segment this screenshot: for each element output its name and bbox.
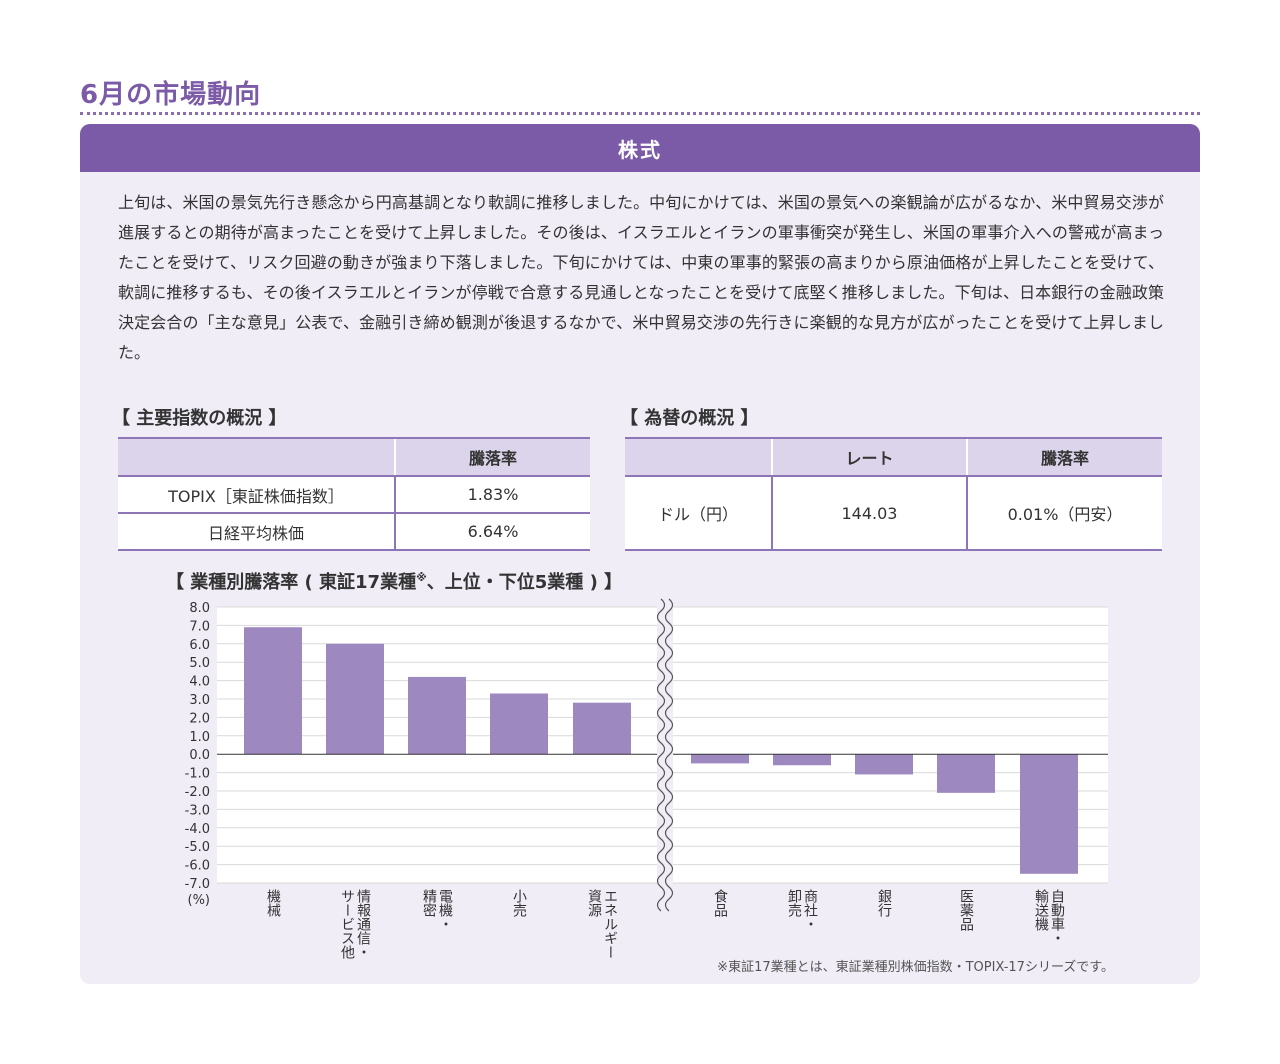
stocks-panel: 株式 上旬は、米国の景気先行き懸念から円高基調となり軟調に推移しました。中旬にか… (80, 124, 1200, 984)
y-tick-label: -1.0 (185, 767, 210, 782)
header-cell-change: 騰落率 (394, 437, 590, 477)
currency-name: ドル（円） (625, 476, 772, 551)
bar (1020, 754, 1078, 874)
indices-table: 騰落率 TOPIX［東証株価指数］ 1.83% 日経平均株価 6.64% (118, 437, 590, 551)
sector-return-chart: -7.0 -6.0 -5.0 -4.0 -3.0 -2.0 -1.0 0.0 1.0 2.0 3.0… (185, 598, 1108, 960)
currency-change: 0.01%（円安） (966, 476, 1162, 551)
y-tick-label: -4.0 (185, 822, 210, 837)
y-unit-label: (%) (188, 893, 211, 908)
x-tick-label: 電機・ (437, 889, 453, 931)
x-tick-label: 機械 (265, 889, 281, 917)
header-cell-rate: レート (771, 437, 967, 477)
bar (937, 754, 995, 793)
header-cell-blank (625, 437, 772, 477)
section-header: 株式 (80, 124, 1200, 172)
x-tick-label: 自動車・ (1049, 889, 1065, 945)
chart-title: 【 業種別騰落率 ( 東証17業種※、上位・下位5業種 ) 】 (166, 568, 622, 594)
x-tick-label: 小売 (511, 889, 527, 918)
chart-title-main: 【 業種別騰落率 ( 東証17業種 (166, 572, 417, 593)
header-cell-blank (118, 437, 395, 477)
index-change-nikkei: 6.64% (394, 513, 590, 551)
y-tick-label: 7.0 (189, 619, 210, 634)
bar (573, 702, 631, 755)
y-tick-label: 6.0 (189, 638, 210, 653)
y-tick-label: -3.0 (185, 803, 210, 818)
table-row: 日経平均株価 6.64% (118, 513, 590, 551)
header-cell-change: 騰落率 (966, 437, 1162, 477)
table-row: ドル（円） 144.03 0.01%（円安） (625, 476, 1162, 551)
axis-break-line (656, 598, 666, 912)
market-commentary: 上旬は、米国の景気先行き懸念から円高基調となり軟調に推移しました。中旬にかけては… (118, 193, 1164, 362)
indices-table-header: 騰落率 (118, 437, 590, 477)
y-tick-label: 1.0 (189, 730, 210, 745)
title-divider (80, 112, 1200, 115)
bar (244, 627, 302, 755)
bar (855, 754, 913, 775)
y-tick-label: 0.0 (189, 748, 210, 763)
x-tick-label: 輸送機 (1033, 889, 1049, 932)
bar (408, 676, 466, 755)
y-tick-label: 3.0 (189, 693, 210, 708)
x-tick-label: 医薬品 (958, 889, 974, 931)
y-tick-label: 8.0 (189, 601, 210, 616)
x-tick-label: 商社・ (802, 889, 818, 931)
index-name-topix: TOPIX［東証株価指数］ (118, 476, 395, 514)
page-title: 6月の市場動向 (80, 80, 262, 110)
axis-break-band (657, 599, 673, 893)
fx-table-title: 【 為替の概況 】 (620, 408, 759, 429)
x-tick-label: 食品 (712, 888, 728, 917)
x-tick-label: サービス他 (339, 889, 355, 960)
chart-title-mark: ※ (416, 571, 427, 584)
y-tick-label: -7.0 (185, 877, 210, 892)
y-tick-label: -6.0 (185, 859, 210, 874)
y-tick-label: -5.0 (185, 840, 210, 855)
chart-title-rest: 、上位・下位5業種 ) 】 (426, 572, 623, 593)
indices-table-title: 【 主要指数の概況 】 (112, 408, 287, 429)
y-tick-label: 5.0 (189, 656, 210, 671)
x-tick-label: エネルギー (602, 889, 618, 959)
x-tick-label: 情報通信・ (355, 889, 371, 959)
y-tick-label: -2.0 (185, 785, 210, 800)
footnote: ※東証17業種とは、東証業種別株価指数・TOPIX-17シリーズです。 (717, 960, 1114, 975)
x-tick-label: 資源 (586, 889, 602, 917)
bar (773, 754, 831, 766)
axis-break-line (664, 598, 674, 912)
fx-table-header: レート 騰落率 (625, 437, 1162, 477)
y-tick-label: 2.0 (189, 711, 210, 726)
table-row: TOPIX［東証株価指数］ 1.83% (118, 476, 590, 514)
bar (490, 693, 548, 755)
index-name-nikkei: 日経平均株価 (118, 513, 395, 551)
bar (691, 754, 749, 764)
y-tick-label: 4.0 (189, 675, 210, 690)
x-tick-label: 銀行 (876, 889, 892, 918)
x-tick-label: 精密 (421, 889, 437, 917)
fx-table: レート 騰落率 ドル（円） 144.03 0.01%（円安） (625, 437, 1162, 551)
bar (326, 643, 384, 755)
x-tick-label: 卸売 (786, 889, 802, 918)
index-change-topix: 1.83% (394, 476, 590, 514)
currency-rate: 144.03 (771, 476, 967, 551)
